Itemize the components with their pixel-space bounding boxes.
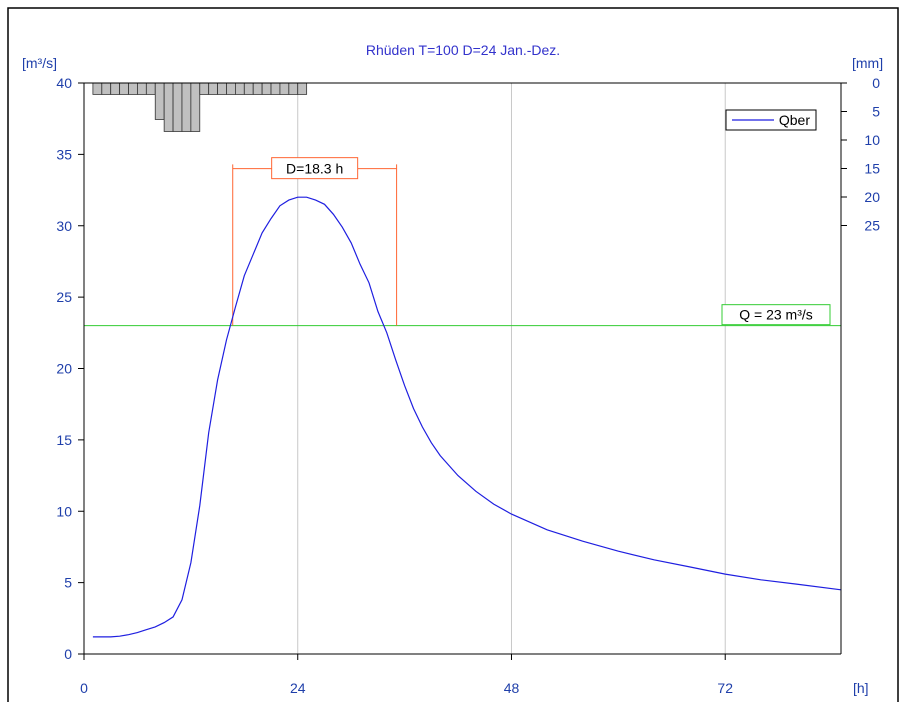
rainfall-bars — [92, 82, 308, 132]
legend: Qber — [725, 109, 817, 131]
rainfall-bar — [243, 82, 254, 95]
threshold-label: Q = 23 m³/s — [739, 307, 813, 323]
series-layer — [92, 196, 842, 638]
y-axis-left-label: [m³/s] — [22, 55, 57, 71]
chart-title: Rhüden T=100 D=24 Jan.-Dez. — [366, 42, 560, 58]
legend-label: Qber — [779, 112, 810, 128]
rainfall-bar — [288, 82, 299, 95]
duration-label: D=18.3 h — [286, 161, 343, 177]
axis-layer: 0 5 10 15 20 25 30 35 40 0 24 48 72 0 5 10 15 20 25 — [56, 75, 880, 696]
y-tick-label: 10 — [56, 503, 72, 519]
rainfall-bar — [128, 82, 138, 95]
y-right-tick-label: 20 — [864, 189, 880, 205]
y-tick-label: 20 — [56, 361, 72, 377]
x-tick-label: 72 — [717, 680, 733, 696]
y-tick-label: 30 — [56, 218, 72, 234]
rainfall-bar — [297, 82, 308, 95]
rainfall-bar — [110, 82, 121, 95]
rainfall-bar — [163, 82, 174, 132]
y-axis-right-label: [mm] — [852, 55, 883, 71]
rainfall-bar — [172, 82, 183, 132]
y-tick-label: 35 — [56, 146, 72, 162]
y-tick-label: 15 — [56, 432, 72, 448]
rainfall-bar — [154, 82, 165, 120]
y-right-tick-label: 0 — [872, 75, 880, 91]
rainfall-bar — [181, 82, 192, 132]
rainfall-bar — [119, 82, 129, 95]
y-right-tick-label: 5 — [872, 104, 880, 120]
rainfall-bar — [199, 82, 210, 95]
rainfall-bar — [226, 82, 236, 95]
rainfall-bar — [234, 82, 245, 95]
series-line-qber — [92, 196, 842, 638]
rainfall-bar — [261, 82, 272, 95]
rainfall-bar — [137, 82, 147, 95]
y-right-tick-label: 10 — [864, 132, 880, 148]
rainfall-bar — [270, 82, 281, 95]
x-axis-label: [h] — [853, 680, 869, 696]
duration-group: D=18.3 h — [232, 157, 398, 326]
rainfall-bar — [101, 82, 112, 95]
x-tick-label: 48 — [504, 680, 520, 696]
y-tick-label: 25 — [56, 289, 72, 305]
rainfall-bar — [208, 82, 218, 95]
rainfall-bar — [217, 82, 227, 95]
x-tick-label: 24 — [290, 680, 306, 696]
rainfall-bar — [190, 82, 201, 132]
rainfall-bar — [92, 82, 103, 95]
y-right-tick-label: 15 — [864, 161, 880, 177]
rainfall-bar — [145, 82, 156, 95]
duration-label-box — [271, 157, 359, 180]
rainfall-bar — [252, 82, 263, 95]
y-right-tick-label: 25 — [864, 218, 880, 234]
threshold-group: Q = 23 m³/s — [84, 304, 841, 327]
rainfall-bar — [279, 82, 290, 95]
y-tick-label: 5 — [64, 575, 72, 591]
y-tick-label: 0 — [64, 646, 72, 662]
x-tick-label: 0 — [80, 680, 88, 696]
y-tick-label: 40 — [56, 75, 72, 91]
threshold-label-box — [721, 304, 831, 326]
